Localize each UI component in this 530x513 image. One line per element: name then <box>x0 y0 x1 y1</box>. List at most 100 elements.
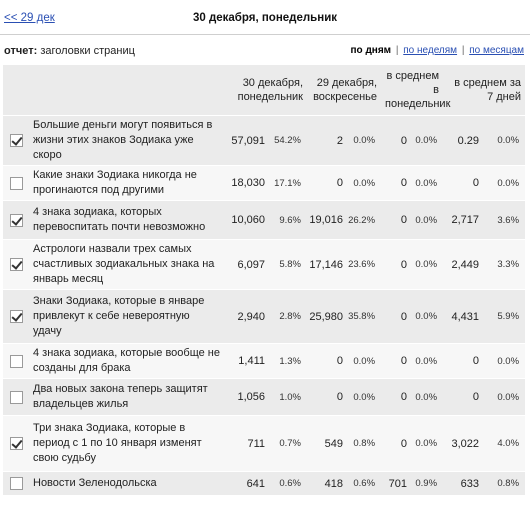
percent-cell-3: 0.0% <box>411 416 444 471</box>
row-checkbox[interactable] <box>9 213 23 227</box>
page-title-cell: Знаки Зодиака, которые в январе привлеку… <box>29 290 225 343</box>
percent-cell-2: 35.8% <box>347 290 382 343</box>
row-checkbox-cell <box>3 240 29 289</box>
percent-cell-2: 0.0% <box>347 116 382 165</box>
row-checkbox[interactable] <box>9 437 23 450</box>
percent-cell-1: 1.3% <box>269 344 307 378</box>
value-cell-3: 0 <box>381 379 412 415</box>
value-cell-4: 0 <box>443 344 484 378</box>
value-cell-3: 0 <box>381 416 412 471</box>
page-title: 30 декабря, понедельник <box>192 12 338 24</box>
value-cell-2: 0 <box>307 166 347 200</box>
page-title-cell: Астрологи назвали трех самых счастливых … <box>29 240 225 289</box>
page-title-cell: Новости Зеленодольска <box>29 472 225 495</box>
row-checkbox[interactable] <box>9 354 23 368</box>
divider <box>0 34 530 35</box>
percent-cell-3: 0.0% <box>411 201 444 239</box>
value-cell-2: 25,980 <box>307 290 347 343</box>
table-row: Астрологи назвали трех самых счастливых … <box>3 240 526 289</box>
previous-day-link[interactable]: << 29 дек <box>4 12 55 24</box>
percent-cell-2: 0.8% <box>347 416 382 471</box>
row-checkbox[interactable] <box>9 477 23 490</box>
value-cell-4: 2,717 <box>443 201 484 239</box>
value-cell-1: 6,097 <box>225 240 269 289</box>
table-row: Два новых закона теперь защитят владельц… <box>3 379 526 415</box>
percent-cell-1: 9.6% <box>269 201 307 239</box>
percent-cell-4: 0.0% <box>483 116 526 165</box>
value-cell-2: 0 <box>307 344 347 378</box>
percent-cell-1: 54.2% <box>269 116 307 165</box>
report-label: отчет: заголовки страниц <box>4 45 135 57</box>
percent-cell-2: 0.0% <box>347 166 382 200</box>
percent-cell-2: 26.2% <box>347 201 382 239</box>
value-cell-3: 0 <box>381 116 412 165</box>
row-checkbox-cell <box>3 166 29 200</box>
percent-cell-1: 0.7% <box>269 416 307 471</box>
value-cell-1: 711 <box>225 416 269 471</box>
value-cell-4: 0 <box>443 379 484 415</box>
percent-cell-1: 2.8% <box>269 290 307 343</box>
value-cell-1: 10,060 <box>225 201 269 239</box>
page-title-cell: Какие знаки Зодиака никогда не прогинают… <box>29 166 225 200</box>
value-cell-3: 0 <box>381 240 412 289</box>
percent-cell-1: 1.0% <box>269 379 307 415</box>
row-checkbox-cell <box>3 344 29 378</box>
header-col-1[interactable]: 30 декабря, понедельник <box>225 65 307 115</box>
row-checkbox[interactable] <box>9 310 23 323</box>
value-cell-4: 0.29 <box>443 116 484 165</box>
value-cell-4: 2,449 <box>443 240 484 289</box>
table-row: Три знака Зодиака, которые в период с 1 … <box>3 416 526 471</box>
value-cell-2: 0 <box>307 379 347 415</box>
percent-cell-2: 0.0% <box>347 344 382 378</box>
value-cell-3: 0 <box>381 201 412 239</box>
value-cell-4: 633 <box>443 472 484 495</box>
page-title-cell: 4 знака зодиака, которые вообще не созда… <box>29 344 225 378</box>
period-by-week[interactable]: по неделям <box>403 45 458 56</box>
value-cell-2: 19,016 <box>307 201 347 239</box>
header-col-2[interactable]: 29 декабря, воскресенье <box>307 65 382 115</box>
percent-cell-4: 5.9% <box>483 290 526 343</box>
header-col-4[interactable]: в среднем за 7 дней <box>443 65 526 115</box>
period-switcher: по дням | по неделям | по месяцам <box>351 45 524 56</box>
value-cell-1: 1,056 <box>225 379 269 415</box>
row-checkbox-cell <box>3 472 29 495</box>
row-checkbox-cell <box>3 379 29 415</box>
percent-cell-3: 0.9% <box>411 472 444 495</box>
table-row: 4 знака зодиака, которых перевоспитать п… <box>3 201 526 239</box>
period-by-month[interactable]: по месяцам <box>469 45 524 56</box>
page-title-cell: Два новых закона теперь защитят владельц… <box>29 379 225 415</box>
percent-cell-3: 0.0% <box>411 344 444 378</box>
report-label-value: заголовки страниц <box>40 45 135 57</box>
percent-cell-4: 0.0% <box>483 379 526 415</box>
value-cell-2: 418 <box>307 472 347 495</box>
row-checkbox[interactable] <box>9 258 23 271</box>
page-title-cell: 4 знака зодиака, которых перевоспитать п… <box>29 201 225 239</box>
value-cell-1: 57,091 <box>225 116 269 165</box>
table-row: Новости Зеленодольска 641 0.6% 418 0.6% 701 0.… <box>3 472 526 495</box>
percent-cell-2: 23.6% <box>347 240 382 289</box>
value-cell-4: 4,431 <box>443 290 484 343</box>
percent-cell-4: 4.0% <box>483 416 526 471</box>
row-checkbox[interactable] <box>9 176 23 190</box>
percent-cell-3: 0.0% <box>411 116 444 165</box>
percent-cell-4: 3.3% <box>483 240 526 289</box>
row-checkbox[interactable] <box>9 134 23 147</box>
period-by-day[interactable]: по дням <box>350 45 392 56</box>
header-col-3[interactable]: в среднем в понедельник <box>381 65 450 115</box>
percent-cell-4: 0.0% <box>483 344 526 378</box>
value-cell-3: 0 <box>381 166 412 200</box>
table-row: Какие знаки Зодиака никогда не прогинают… <box>3 166 526 200</box>
table-body: Большие деньги могут появиться в жизни э… <box>3 116 526 495</box>
percent-cell-3: 0.0% <box>411 166 444 200</box>
value-cell-1: 18,030 <box>225 166 269 200</box>
percent-cell-4: 0.0% <box>483 166 526 200</box>
value-cell-1: 2,940 <box>225 290 269 343</box>
percent-cell-3: 0.0% <box>411 379 444 415</box>
percent-cell-4: 0.8% <box>483 472 526 495</box>
top-navigation: << 29 дек 30 декабря, понедельник <box>0 0 530 35</box>
row-checkbox[interactable] <box>9 390 23 404</box>
percent-cell-3: 0.0% <box>411 290 444 343</box>
value-cell-1: 1,411 <box>225 344 269 378</box>
header-title-column <box>3 65 225 115</box>
stats-table: 30 декабря, понедельник 29 декабря, воск… <box>3 64 526 496</box>
